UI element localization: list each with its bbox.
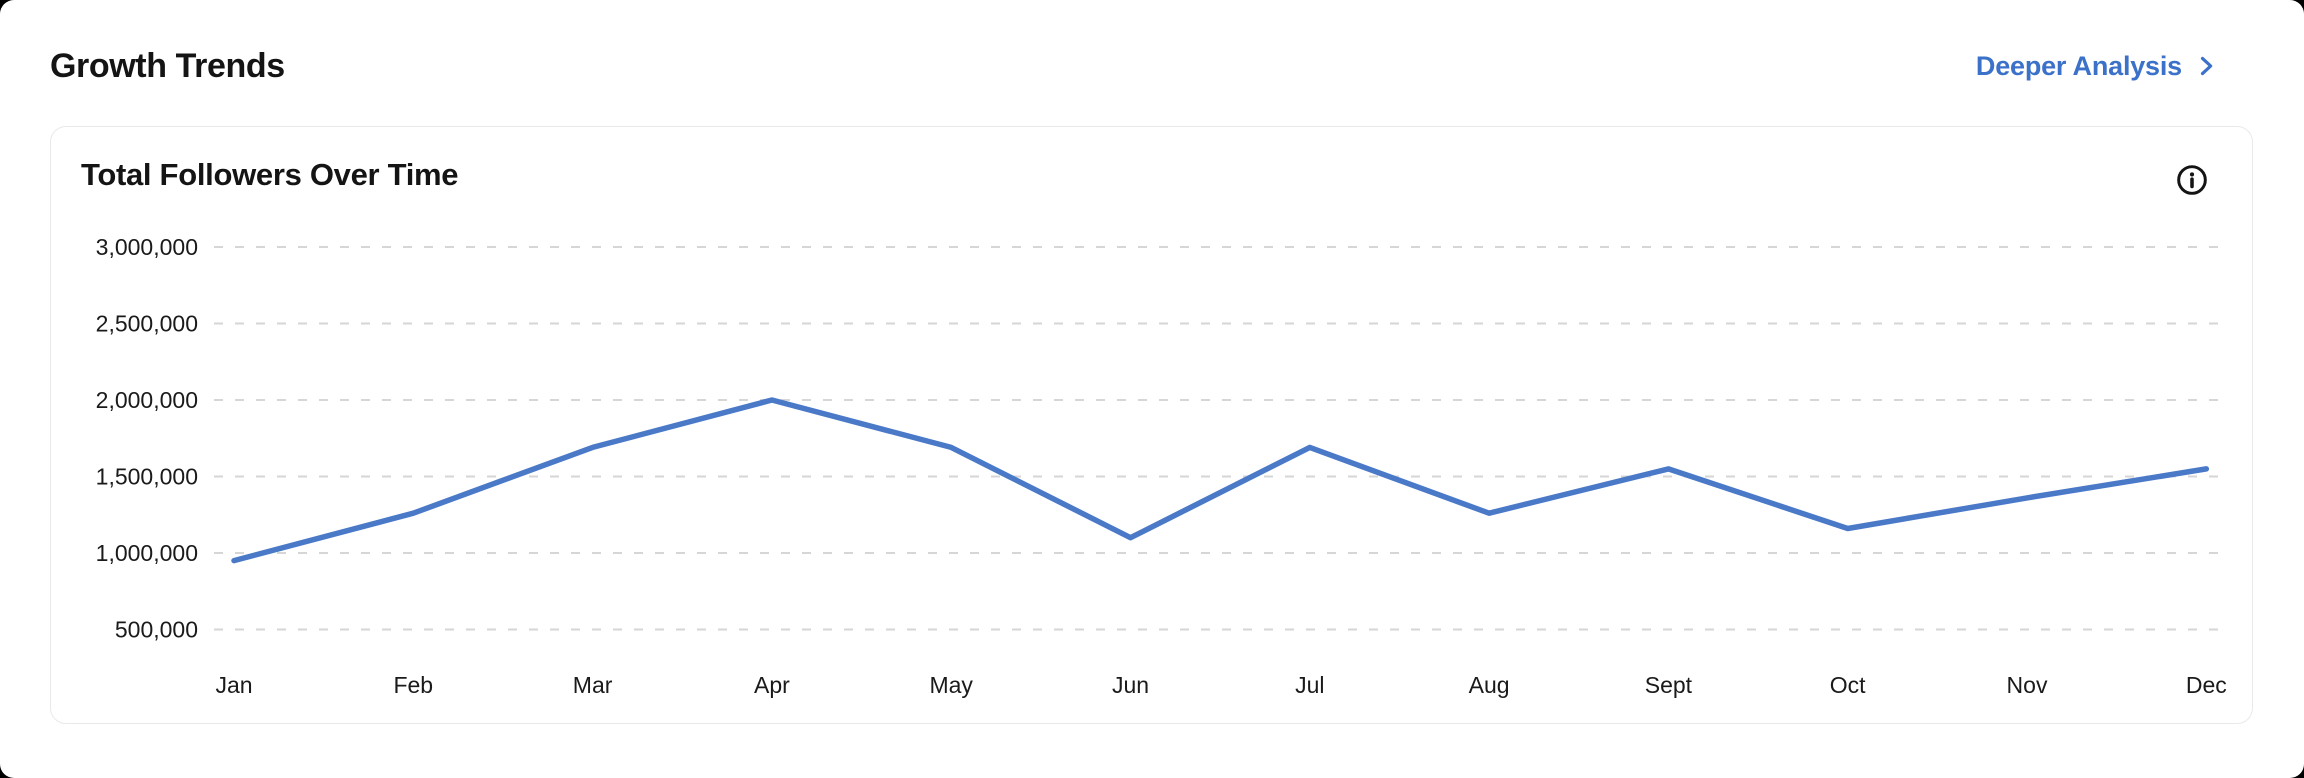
x-tick-label: May — [929, 672, 973, 698]
y-tick-label: 3,000,000 — [96, 234, 198, 260]
info-icon[interactable] — [2175, 163, 2209, 197]
x-tick-label: Jan — [215, 672, 252, 698]
x-tick-label: Jun — [1112, 672, 1149, 698]
x-tick-label: Dec — [2186, 672, 2227, 698]
page-title: Growth Trends — [50, 46, 285, 85]
trend-line[interactable] — [231, 397, 2210, 564]
x-tick-label: Nov — [2007, 672, 2048, 698]
x-tick-label: Feb — [393, 672, 433, 698]
deeper-analysis-label: Deeper Analysis — [1975, 50, 2182, 81]
y-axis-labels: 3,000,000 2,500,000 2,000,000 1,500,000 1,00… — [96, 234, 198, 643]
x-tick-label: Jul — [1295, 672, 1324, 698]
gridlines — [214, 246, 2224, 631]
x-tick-label: Aug — [1469, 672, 1510, 698]
page-header: Growth Trends Deeper Analysis — [50, 26, 2220, 106]
x-tick-label: Oct — [1830, 672, 1866, 698]
x-tick-label: Sept — [1645, 672, 1693, 698]
y-tick-label: 2,000,000 — [96, 387, 198, 413]
x-tick-label: Apr — [754, 672, 790, 698]
deeper-analysis-link[interactable]: Deeper Analysis — [1976, 51, 2220, 82]
y-tick-label: 500,000 — [115, 617, 198, 643]
x-tick-label: Mar — [573, 672, 613, 698]
followers-line-chart[interactable]: 3,000,000 2,500,000 2,000,000 1,500,000 1,00… — [51, 127, 2251, 722]
chart-card: Total Followers Over Time 3,000,000 2,500… — [50, 126, 2253, 724]
chart-title: Total Followers Over Time — [81, 157, 459, 192]
y-tick-label: 1,000,000 — [96, 540, 198, 566]
chevron-right-icon — [2200, 56, 2213, 76]
y-tick-label: 1,500,000 — [96, 464, 198, 490]
y-tick-label: 2,500,000 — [96, 311, 198, 337]
x-axis-labels: Jan Feb Mar Apr May Jun Jul Aug Sept Oct Nov Dec — [215, 672, 2226, 698]
